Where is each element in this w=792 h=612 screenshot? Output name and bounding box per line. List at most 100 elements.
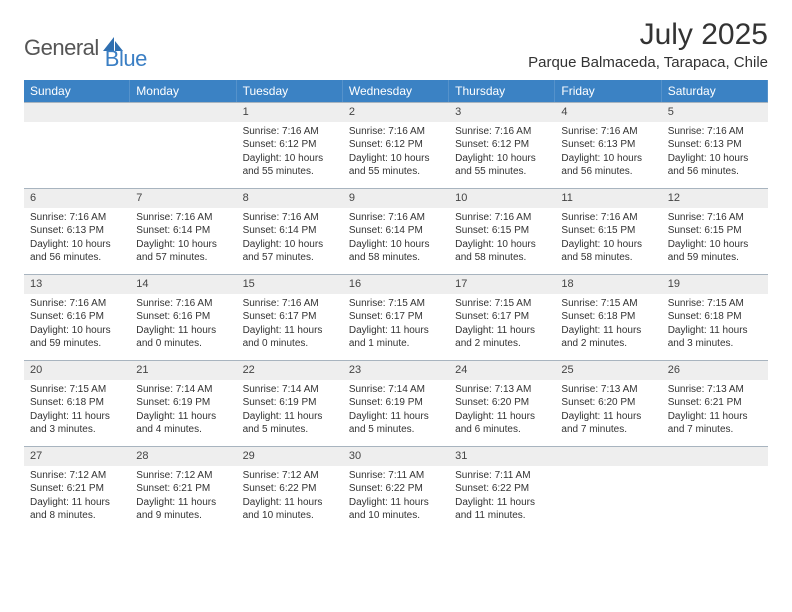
- sunset-text: Sunset: 6:18 PM: [668, 310, 762, 324]
- sunrise-text: Sunrise: 7:16 AM: [668, 125, 762, 139]
- daylight-text: Daylight: 11 hours and 10 minutes.: [349, 496, 443, 523]
- calendar-cell: 26Sunrise: 7:13 AMSunset: 6:21 PMDayligh…: [662, 360, 768, 446]
- cell-body: Sunrise: 7:11 AMSunset: 6:22 PMDaylight:…: [343, 466, 449, 529]
- calendar-cell: 23Sunrise: 7:14 AMSunset: 6:19 PMDayligh…: [343, 360, 449, 446]
- cell-body: Sunrise: 7:13 AMSunset: 6:20 PMDaylight:…: [555, 380, 661, 443]
- daylight-text: Daylight: 10 hours and 58 minutes.: [455, 238, 549, 265]
- daynum-bar: [130, 102, 236, 122]
- daylight-text: Daylight: 11 hours and 11 minutes.: [455, 496, 549, 523]
- cell-body: Sunrise: 7:16 AMSunset: 6:13 PMDaylight:…: [555, 122, 661, 185]
- brand-text-blue: Blue: [105, 46, 147, 72]
- sunset-text: Sunset: 6:17 PM: [349, 310, 443, 324]
- dow-header: Thursday: [449, 80, 555, 102]
- dow-header: Wednesday: [343, 80, 449, 102]
- calendar-cell: 10Sunrise: 7:16 AMSunset: 6:15 PMDayligh…: [449, 188, 555, 274]
- sunset-text: Sunset: 6:17 PM: [455, 310, 549, 324]
- calendar-cell: 9Sunrise: 7:16 AMSunset: 6:14 PMDaylight…: [343, 188, 449, 274]
- daynum-bar: 24: [449, 360, 555, 380]
- sunset-text: Sunset: 6:17 PM: [243, 310, 337, 324]
- daylight-text: Daylight: 11 hours and 3 minutes.: [30, 410, 124, 437]
- calendar-cell: 20Sunrise: 7:15 AMSunset: 6:18 PMDayligh…: [24, 360, 130, 446]
- cell-body: Sunrise: 7:14 AMSunset: 6:19 PMDaylight:…: [130, 380, 236, 443]
- month-title: July 2025: [528, 18, 768, 52]
- dow-header: Monday: [130, 80, 236, 102]
- cell-body: Sunrise: 7:15 AMSunset: 6:17 PMDaylight:…: [449, 294, 555, 357]
- sunrise-text: Sunrise: 7:14 AM: [349, 383, 443, 397]
- daynum-bar: 3: [449, 102, 555, 122]
- calendar-cell: 11Sunrise: 7:16 AMSunset: 6:15 PMDayligh…: [555, 188, 661, 274]
- sunset-text: Sunset: 6:22 PM: [243, 482, 337, 496]
- sunrise-text: Sunrise: 7:15 AM: [30, 383, 124, 397]
- daynum-bar: 27: [24, 446, 130, 466]
- sunrise-text: Sunrise: 7:11 AM: [455, 469, 549, 483]
- sunset-text: Sunset: 6:12 PM: [455, 138, 549, 152]
- sunset-text: Sunset: 6:16 PM: [30, 310, 124, 324]
- daynum-bar: 10: [449, 188, 555, 208]
- daynum-bar: 5: [662, 102, 768, 122]
- sunrise-text: Sunrise: 7:16 AM: [243, 297, 337, 311]
- sunrise-text: Sunrise: 7:16 AM: [243, 211, 337, 225]
- daynum-bar: 18: [555, 274, 661, 294]
- calendar-cell: 27Sunrise: 7:12 AMSunset: 6:21 PMDayligh…: [24, 446, 130, 532]
- sunrise-text: Sunrise: 7:16 AM: [561, 125, 655, 139]
- cell-body: Sunrise: 7:12 AMSunset: 6:21 PMDaylight:…: [130, 466, 236, 529]
- sunrise-text: Sunrise: 7:15 AM: [349, 297, 443, 311]
- daylight-text: Daylight: 11 hours and 10 minutes.: [243, 496, 337, 523]
- sunset-text: Sunset: 6:15 PM: [561, 224, 655, 238]
- daylight-text: Daylight: 11 hours and 7 minutes.: [668, 410, 762, 437]
- cell-body: Sunrise: 7:16 AMSunset: 6:16 PMDaylight:…: [130, 294, 236, 357]
- calendar-cell: 6Sunrise: 7:16 AMSunset: 6:13 PMDaylight…: [24, 188, 130, 274]
- sunrise-text: Sunrise: 7:12 AM: [30, 469, 124, 483]
- sunset-text: Sunset: 6:22 PM: [455, 482, 549, 496]
- sunset-text: Sunset: 6:16 PM: [136, 310, 230, 324]
- sunrise-text: Sunrise: 7:12 AM: [136, 469, 230, 483]
- brand-logo: General Blue: [24, 18, 147, 72]
- daynum-bar: 17: [449, 274, 555, 294]
- cell-body: Sunrise: 7:14 AMSunset: 6:19 PMDaylight:…: [237, 380, 343, 443]
- daynum-bar: 12: [662, 188, 768, 208]
- daylight-text: Daylight: 10 hours and 57 minutes.: [136, 238, 230, 265]
- calendar-cell: 19Sunrise: 7:15 AMSunset: 6:18 PMDayligh…: [662, 274, 768, 360]
- daylight-text: Daylight: 11 hours and 5 minutes.: [349, 410, 443, 437]
- sunrise-text: Sunrise: 7:13 AM: [668, 383, 762, 397]
- daynum-bar: 4: [555, 102, 661, 122]
- sunset-text: Sunset: 6:19 PM: [349, 396, 443, 410]
- daylight-text: Daylight: 10 hours and 55 minutes.: [349, 152, 443, 179]
- calendar-cell: 2Sunrise: 7:16 AMSunset: 6:12 PMDaylight…: [343, 102, 449, 188]
- cell-body: Sunrise: 7:13 AMSunset: 6:21 PMDaylight:…: [662, 380, 768, 443]
- cell-body: Sunrise: 7:12 AMSunset: 6:21 PMDaylight:…: [24, 466, 130, 529]
- sunrise-text: Sunrise: 7:16 AM: [349, 125, 443, 139]
- cell-body: Sunrise: 7:12 AMSunset: 6:22 PMDaylight:…: [237, 466, 343, 529]
- calendar-cell-empty: [130, 102, 236, 188]
- daynum-bar: 31: [449, 446, 555, 466]
- dow-header: Saturday: [662, 80, 768, 102]
- daynum-bar: 28: [130, 446, 236, 466]
- daylight-text: Daylight: 11 hours and 0 minutes.: [136, 324, 230, 351]
- sunset-text: Sunset: 6:15 PM: [668, 224, 762, 238]
- sunrise-text: Sunrise: 7:11 AM: [349, 469, 443, 483]
- calendar-grid: SundayMondayTuesdayWednesdayThursdayFrid…: [24, 80, 768, 532]
- sunrise-text: Sunrise: 7:16 AM: [30, 211, 124, 225]
- sunset-text: Sunset: 6:15 PM: [455, 224, 549, 238]
- sunset-text: Sunset: 6:18 PM: [561, 310, 655, 324]
- calendar-cell-empty: [24, 102, 130, 188]
- calendar-cell: 30Sunrise: 7:11 AMSunset: 6:22 PMDayligh…: [343, 446, 449, 532]
- cell-body: Sunrise: 7:16 AMSunset: 6:16 PMDaylight:…: [24, 294, 130, 357]
- daynum-bar: 9: [343, 188, 449, 208]
- daylight-text: Daylight: 11 hours and 3 minutes.: [668, 324, 762, 351]
- cell-body: Sunrise: 7:16 AMSunset: 6:17 PMDaylight:…: [237, 294, 343, 357]
- sunset-text: Sunset: 6:13 PM: [30, 224, 124, 238]
- calendar-cell-empty: [662, 446, 768, 532]
- daynum-bar: 2: [343, 102, 449, 122]
- calendar-cell: 13Sunrise: 7:16 AMSunset: 6:16 PMDayligh…: [24, 274, 130, 360]
- cell-body: Sunrise: 7:16 AMSunset: 6:15 PMDaylight:…: [449, 208, 555, 271]
- cell-body: Sunrise: 7:16 AMSunset: 6:14 PMDaylight:…: [343, 208, 449, 271]
- dow-header: Tuesday: [237, 80, 343, 102]
- daynum-bar: [24, 102, 130, 122]
- daynum-bar: 19: [662, 274, 768, 294]
- sunrise-text: Sunrise: 7:13 AM: [561, 383, 655, 397]
- daylight-text: Daylight: 11 hours and 0 minutes.: [243, 324, 337, 351]
- daylight-text: Daylight: 10 hours and 56 minutes.: [30, 238, 124, 265]
- daynum-bar: 25: [555, 360, 661, 380]
- sunrise-text: Sunrise: 7:16 AM: [455, 211, 549, 225]
